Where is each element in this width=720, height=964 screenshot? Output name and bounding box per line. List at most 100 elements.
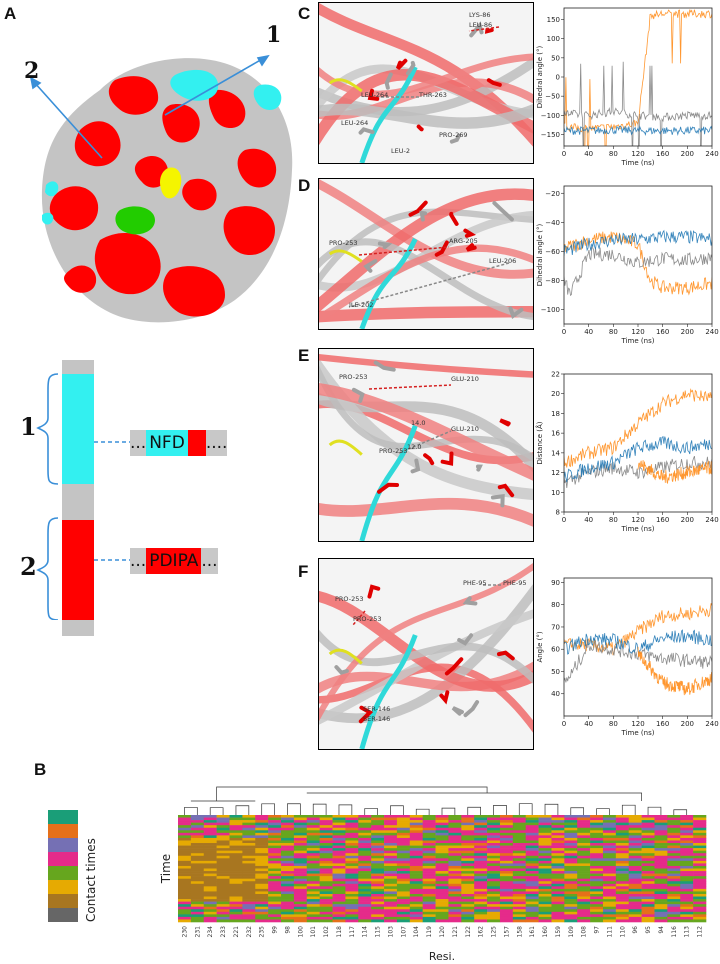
- heatmap-cell: [178, 906, 192, 910]
- heatmap-cell: [628, 853, 642, 857]
- heatmap-cell: [306, 858, 320, 862]
- x-tick-label: 200: [681, 720, 694, 728]
- legend-swatch: [48, 866, 78, 880]
- heatmap-cell: [448, 825, 462, 829]
- heatmap-cell: [512, 855, 527, 859]
- heatmap-cell: [512, 899, 527, 902]
- heatmap-cell: [203, 914, 217, 918]
- heatmap-cell: [435, 840, 449, 844]
- heatmap-cell: [487, 835, 501, 839]
- heatmap-cell: [255, 901, 269, 905]
- heatmap-cell: [667, 855, 681, 859]
- heatmap-cell: [448, 916, 462, 920]
- heatmap-cell: [461, 820, 475, 823]
- heatmap-cell: [590, 891, 604, 895]
- heatmap-cell: [538, 822, 552, 826]
- heatmap-cell: [680, 830, 694, 834]
- heatmap-cell: [602, 827, 617, 831]
- heatmap-cell: [487, 850, 501, 854]
- heatmap-cell: [551, 893, 565, 897]
- heatmap-cell: [461, 848, 475, 851]
- heatmap-cell: [190, 815, 205, 818]
- heatmap-cell: [358, 893, 372, 897]
- heatmap-cell: [512, 865, 527, 869]
- distance-line: [348, 262, 510, 308]
- heatmap-cell: [396, 909, 411, 913]
- heatmap-cell: [409, 878, 423, 882]
- series-orange: [564, 603, 712, 656]
- heatmap-cell: [216, 837, 230, 841]
- y-tick-label: −100: [541, 306, 560, 314]
- heatmap-cell: [512, 886, 527, 890]
- heatmap-cell: [435, 858, 449, 862]
- heatmap-cell: [551, 863, 565, 867]
- ribbon: [319, 179, 533, 279]
- heatmap-cell: [602, 830, 617, 834]
- heatmap-cell: [564, 820, 578, 823]
- heatmap-cell: [255, 835, 269, 839]
- heatmap-cell: [203, 822, 217, 826]
- heatmap-cell: [641, 883, 655, 887]
- heatmap-cell: [345, 827, 359, 831]
- residue-tick-label: 125: [491, 926, 498, 938]
- heatmap-cell: [255, 845, 269, 849]
- heatmap-cell: [641, 919, 655, 923]
- heatmap-cell: [680, 865, 694, 869]
- heatmap-cell: [680, 868, 694, 872]
- heatmap-cell: [667, 896, 681, 900]
- heatmap-cell: [551, 914, 565, 918]
- heatmap-cell: [358, 815, 372, 818]
- heatmap-cell: [229, 853, 243, 857]
- heatmap-cell: [422, 886, 436, 890]
- heatmap-cell: [409, 820, 423, 823]
- ribbon: [319, 629, 533, 685]
- plot-c-svg: 0 40 80 120 160 200 240−150−100−50050100150Tim…: [536, 7, 719, 167]
- heatmap-cell: [178, 855, 192, 859]
- heatmap-cell: [319, 888, 333, 892]
- heatmap-cell: [332, 830, 346, 834]
- heatmap-cell: [499, 827, 514, 831]
- heatmap-cell: [693, 815, 707, 818]
- heatmap-cell: [358, 825, 372, 829]
- heatmap-cell: [577, 817, 591, 821]
- ribbon: [319, 497, 533, 527]
- heatmap-cell: [499, 893, 514, 897]
- heatmap-cell: [474, 873, 488, 877]
- heatmap-cell: [255, 904, 269, 908]
- heatmap-cell: [667, 848, 681, 851]
- heatmap-cell: [384, 914, 398, 918]
- heatmap-cell: [371, 883, 385, 887]
- heatmap-cell: [242, 881, 256, 885]
- heatmap-cell: [615, 881, 630, 885]
- heatmap-cell: [358, 916, 372, 920]
- heatmap-cell: [332, 899, 346, 902]
- heatmap-cell: [332, 863, 346, 867]
- heatmap-cell: [693, 865, 707, 869]
- y-tick-label: 80: [551, 601, 560, 609]
- heatmap-cell: [615, 815, 630, 818]
- heatmap-cell: [654, 843, 668, 846]
- heatmap-cell: [564, 878, 578, 882]
- heatmap-cell: [409, 855, 423, 859]
- heatmap-cell: [590, 863, 604, 867]
- heatmap-cell: [551, 883, 565, 887]
- heatmap-cell: [190, 886, 205, 890]
- heatmap-cell: [615, 863, 630, 867]
- heatmap-cell: [358, 881, 372, 885]
- heatmap-cell: [384, 919, 398, 923]
- residue-label: ARG-205: [449, 237, 478, 245]
- heatmap-cell: [693, 901, 707, 905]
- heatmap-cell: [190, 909, 205, 913]
- heatmap-cell: [178, 837, 192, 841]
- heatmap-cell: [319, 893, 333, 897]
- heatmap-cell: [590, 850, 604, 854]
- heatmap-cell: [281, 901, 295, 905]
- heatmap-cell: [667, 858, 681, 862]
- heatmap-cell: [577, 835, 591, 839]
- y-tick-label: −60: [545, 248, 560, 256]
- heatmap-cell: [190, 871, 205, 874]
- heatmap-cell: [190, 830, 205, 834]
- heatmap-cell: [474, 858, 488, 862]
- heatmap-cell: [474, 899, 488, 902]
- heatmap-cell: [332, 840, 346, 844]
